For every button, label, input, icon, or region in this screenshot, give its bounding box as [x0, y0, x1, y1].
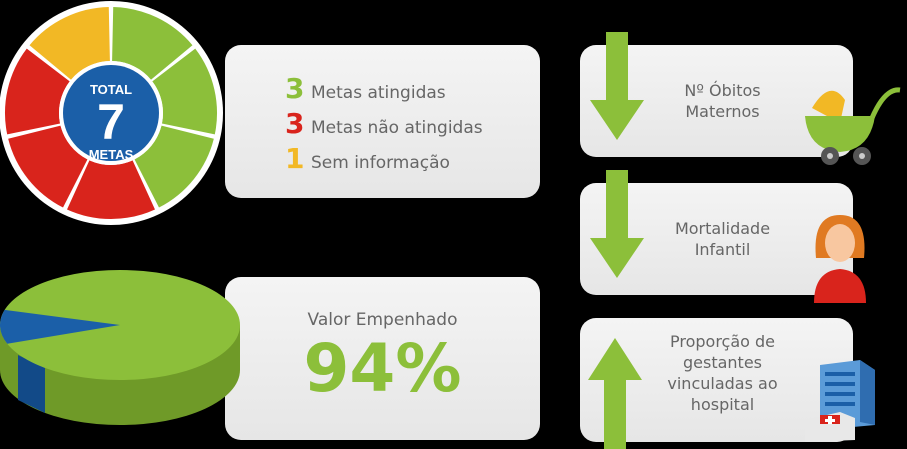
metas-wheel: TOTAL 7 METAS	[0, 1, 223, 225]
metas-legend: 3 Metas atingidas 3 Metas não atingidas …	[285, 72, 483, 177]
wheel-segment-achieved	[112, 7, 193, 80]
wheel-segment-no-info	[29, 7, 110, 80]
valor-pie	[0, 270, 240, 425]
indicator-line: hospital	[690, 395, 755, 414]
legend-count: 3	[285, 72, 305, 105]
arrow-up-icon	[588, 338, 642, 449]
wheel-segment-not-achieved	[4, 48, 70, 135]
indicator-mortalidade-label: Mortalidade Infantil	[655, 218, 790, 260]
wheel-segment-not-achieved	[8, 125, 88, 208]
wheel-segment-not-achieved	[67, 160, 155, 219]
indicator-line: gestantes	[682, 353, 762, 372]
metas-panel	[225, 45, 540, 198]
arrow-down-icon	[590, 32, 644, 140]
wheel-center	[63, 65, 159, 161]
legend-item-no-info: 1 Sem informação	[285, 142, 483, 177]
legend-label: Metas não atingidas	[311, 118, 483, 138]
valor-panel	[225, 277, 540, 440]
woman-avatar-icon	[814, 215, 866, 303]
indicator-line: Infantil	[694, 240, 751, 259]
metas-label: METAS	[89, 147, 134, 162]
legend-item-not-achieved: 3 Metas não atingidas	[285, 107, 483, 142]
wheel-segment-achieved	[152, 48, 218, 135]
hospital-icon	[805, 360, 875, 442]
indicator-line: Proporção de	[669, 332, 776, 351]
total-value: 7	[97, 94, 125, 150]
arrow-down-icon	[590, 170, 644, 278]
indicator-obitos-label: Nº Óbitos Maternos	[655, 80, 790, 122]
indicator-line: Maternos	[685, 102, 760, 121]
valor-value: 94%	[303, 330, 462, 407]
total-label: TOTAL	[90, 82, 132, 97]
legend-count: 3	[285, 107, 305, 140]
legend-label: Sem informação	[311, 153, 450, 173]
legend-label: Metas atingidas	[311, 83, 446, 103]
indicator-line: Mortalidade	[674, 219, 771, 238]
indicator-line: Nº Óbitos	[684, 81, 761, 100]
indicator-gestantes-label: Proporção de gestantes vinculadas ao hos…	[655, 331, 790, 415]
baby-stroller-icon	[805, 87, 901, 165]
legend-item-achieved: 3 Metas atingidas	[285, 72, 483, 107]
indicator-line: vinculadas ao	[667, 374, 778, 393]
pie-slice-unspent	[0, 309, 120, 344]
pie-slice-side-unspent	[18, 355, 45, 413]
legend-count: 1	[285, 142, 305, 175]
wheel-segment-achieved	[134, 125, 214, 208]
valor-label: Valor Empenhado	[307, 310, 458, 330]
